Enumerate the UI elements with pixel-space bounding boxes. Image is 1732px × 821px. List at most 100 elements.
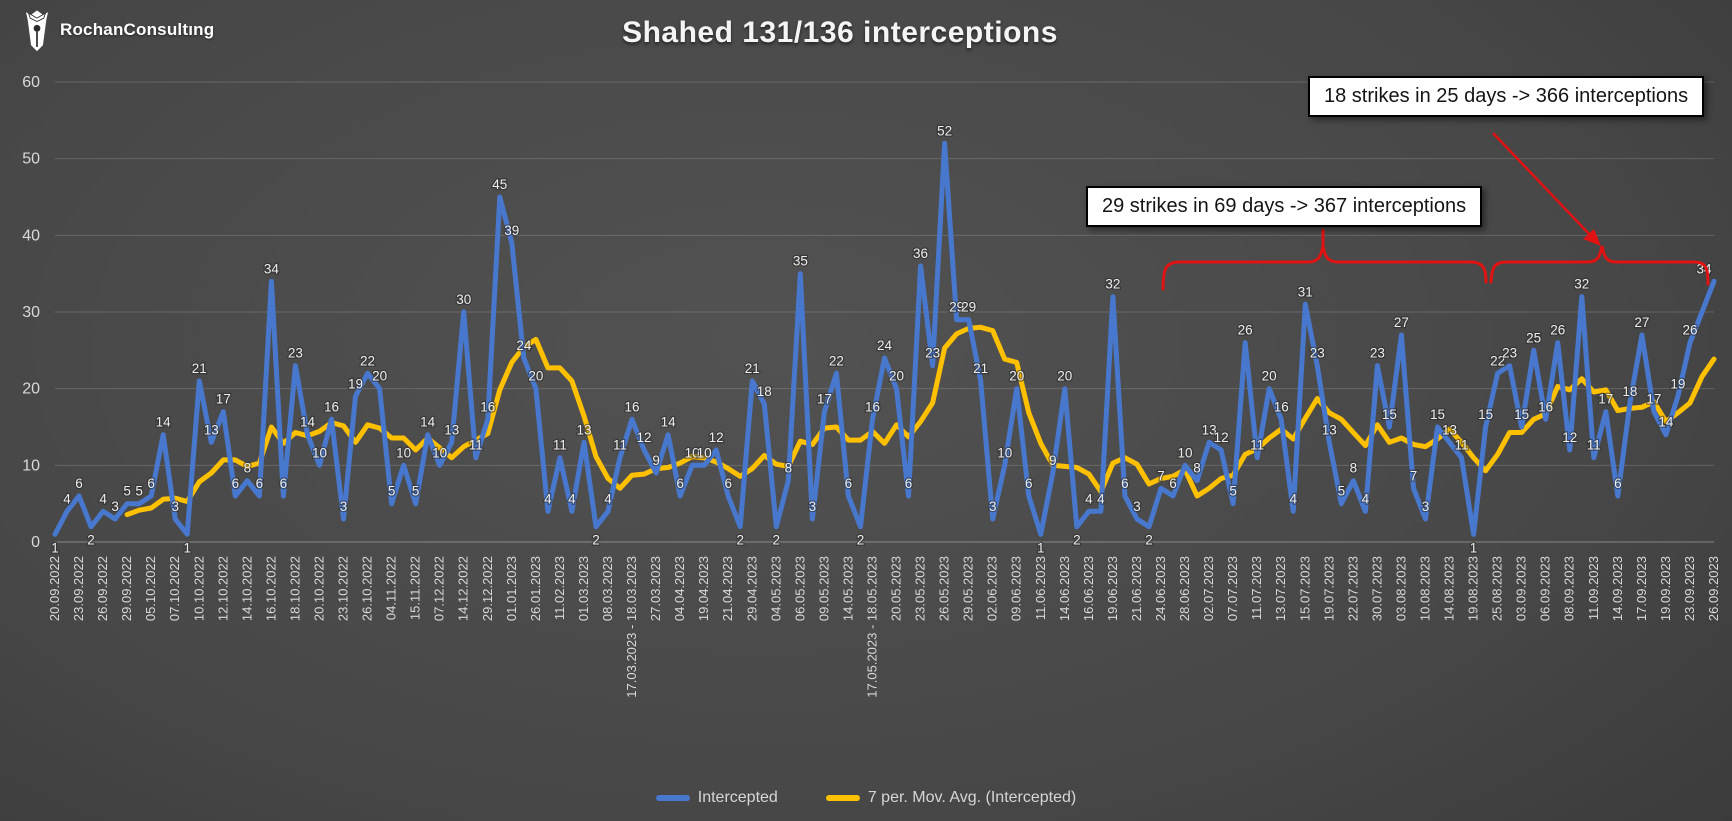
data-point-label: 20 [1009, 369, 1024, 384]
data-point-label: 6 [75, 476, 83, 491]
x-axis-date-label: 27.03.2023 [648, 556, 663, 621]
data-point-label: 10 [396, 445, 411, 460]
data-point-label: 13 [1322, 422, 1337, 437]
data-point-label: 3 [809, 499, 817, 514]
data-point-label: 26 [1238, 323, 1253, 338]
data-point-label: 4 [99, 491, 107, 506]
data-point-label: 13 [1202, 422, 1217, 437]
data-point-label: 17 [1598, 392, 1613, 407]
data-point-label: 5 [1229, 484, 1237, 499]
x-axis-date-label: 17.03.2023 - 18.03.2023 [624, 556, 639, 698]
data-point-label: 11 [1250, 438, 1264, 453]
moving-average-series-swatch-icon [825, 795, 860, 801]
data-point-label: 1 [1470, 540, 1478, 555]
data-point-label: 6 [1614, 476, 1622, 491]
data-point-label: 3 [111, 499, 119, 514]
data-point-label: 18 [757, 384, 772, 399]
x-axis-date-label: 12.10.2022 [215, 556, 230, 621]
data-point-label: 8 [1193, 461, 1201, 476]
data-point-label: 25 [1526, 330, 1541, 345]
x-axis-date-label: 26.05.2023 [937, 556, 952, 621]
x-axis-date-label: 01.03.2023 [576, 556, 591, 621]
x-axis-date-label: 17.09.2023 [1634, 556, 1649, 621]
data-point-label: 6 [232, 476, 240, 491]
data-point-label: 16 [1274, 399, 1289, 414]
data-point-label: 3 [989, 499, 997, 514]
data-point-label: 10 [1178, 445, 1193, 460]
data-point-label: 8 [785, 461, 793, 476]
data-point-label: 5 [412, 484, 420, 499]
y-axis-tick-label: 0 [31, 534, 40, 551]
annotation-29-strikes: 29 strikes in 69 days -> 367 interceptio… [1086, 186, 1483, 227]
data-point-label: 26 [1550, 323, 1565, 338]
data-point-label: 4 [63, 491, 71, 506]
logo-text: RochanConsultıng [60, 20, 215, 39]
x-axis-date-label: 07.12.2022 [432, 556, 447, 621]
data-point-label: 6 [1025, 476, 1033, 491]
x-axis-date-label: 16.06.2023 [1081, 556, 1096, 621]
data-point-label: 20 [1057, 369, 1072, 384]
data-point-label: 20 [528, 369, 543, 384]
annotation-brace [1489, 245, 1710, 286]
data-point-label: 24 [877, 338, 893, 353]
x-axis-date-label: 09.06.2023 [1009, 556, 1024, 621]
x-axis-date-label: 11.06.2023 [1033, 556, 1048, 620]
data-point-label: 23 [288, 346, 303, 361]
data-point-label: 15 [1382, 407, 1397, 422]
data-point-label: 18 [1622, 384, 1637, 399]
x-axis-date-label: 26.01.2023 [528, 556, 543, 621]
data-point-label: 11 [613, 438, 627, 453]
data-point-label: 23 [925, 346, 940, 361]
x-axis-date-label: 21.04.2023 [720, 556, 735, 621]
intercepted-series-swatch-icon [655, 795, 690, 801]
data-point-label: 23 [1502, 346, 1517, 361]
x-axis-date-label: 08.09.2023 [1562, 556, 1577, 621]
data-point-label: 12 [1562, 430, 1577, 445]
x-axis-date-label: 29.04.2023 [744, 556, 759, 621]
intercepted-line [52, 140, 1717, 537]
data-point-label: 20 [889, 369, 904, 384]
x-axis-date-label: 14.08.2023 [1442, 556, 1457, 621]
data-point-label: 27 [1394, 315, 1409, 330]
data-point-label: 5 [388, 484, 396, 499]
data-point-label: 15 [1478, 407, 1493, 422]
data-point-label: 20 [372, 369, 387, 384]
x-axis-date-label: 05.10.2022 [143, 556, 158, 621]
data-point-label: 23 [1310, 346, 1325, 361]
data-point-label: 4 [544, 491, 552, 506]
data-point-label: 4 [1085, 491, 1093, 506]
data-point-label: 23 [1370, 346, 1385, 361]
legend-label-moving-average: 7 per. Mov. Avg. (Intercepted) [867, 789, 1077, 806]
x-axis-date-label: 19.08.2023 [1466, 556, 1481, 621]
data-point-label: 2 [592, 533, 600, 548]
data-point-label: 16 [1538, 399, 1553, 414]
data-point-label: 6 [280, 476, 288, 491]
data-point-label: 3 [1422, 499, 1430, 514]
data-point-label: 4 [604, 491, 612, 506]
data-point-label: 19 [348, 376, 363, 391]
data-point-label: 6 [905, 476, 913, 491]
x-axis-date-label: 11.09.2023 [1586, 556, 1601, 620]
data-point-label: 15 [1430, 407, 1445, 422]
data-point-label: 32 [1105, 277, 1120, 292]
data-point-label: 12 [637, 430, 652, 445]
data-point-label: 19 [1670, 376, 1685, 391]
y-axis-tick-label: 30 [22, 304, 40, 321]
x-axis-date-label: 22.07.2023 [1345, 556, 1360, 621]
x-axis-date-label: 15.07.2023 [1297, 556, 1312, 621]
x-axis-date-label: 26.09.2023 [1706, 556, 1721, 621]
data-point-label: 2 [857, 533, 865, 548]
x-axis-date-label: 14.06.2023 [1057, 556, 1072, 621]
x-axis-date-label: 20.05.2023 [889, 556, 904, 621]
data-point-label: 11 [1587, 438, 1601, 453]
x-axis-date-label: 14.12.2022 [456, 556, 471, 621]
x-axis-date-label: 29.12.2022 [480, 556, 495, 621]
data-point-label: 3 [1133, 499, 1141, 514]
x-axis-date-label: 11.02.2023 [552, 556, 567, 620]
data-point-label: 6 [845, 476, 853, 491]
x-axis-date-label: 08.03.2023 [600, 556, 615, 621]
x-axis-date-label: 10.10.2022 [191, 556, 206, 621]
x-axis-date-label: 02.06.2023 [985, 556, 1000, 621]
x-axis-date-label: 20.10.2022 [311, 556, 326, 621]
data-point-label: 21 [192, 361, 207, 376]
